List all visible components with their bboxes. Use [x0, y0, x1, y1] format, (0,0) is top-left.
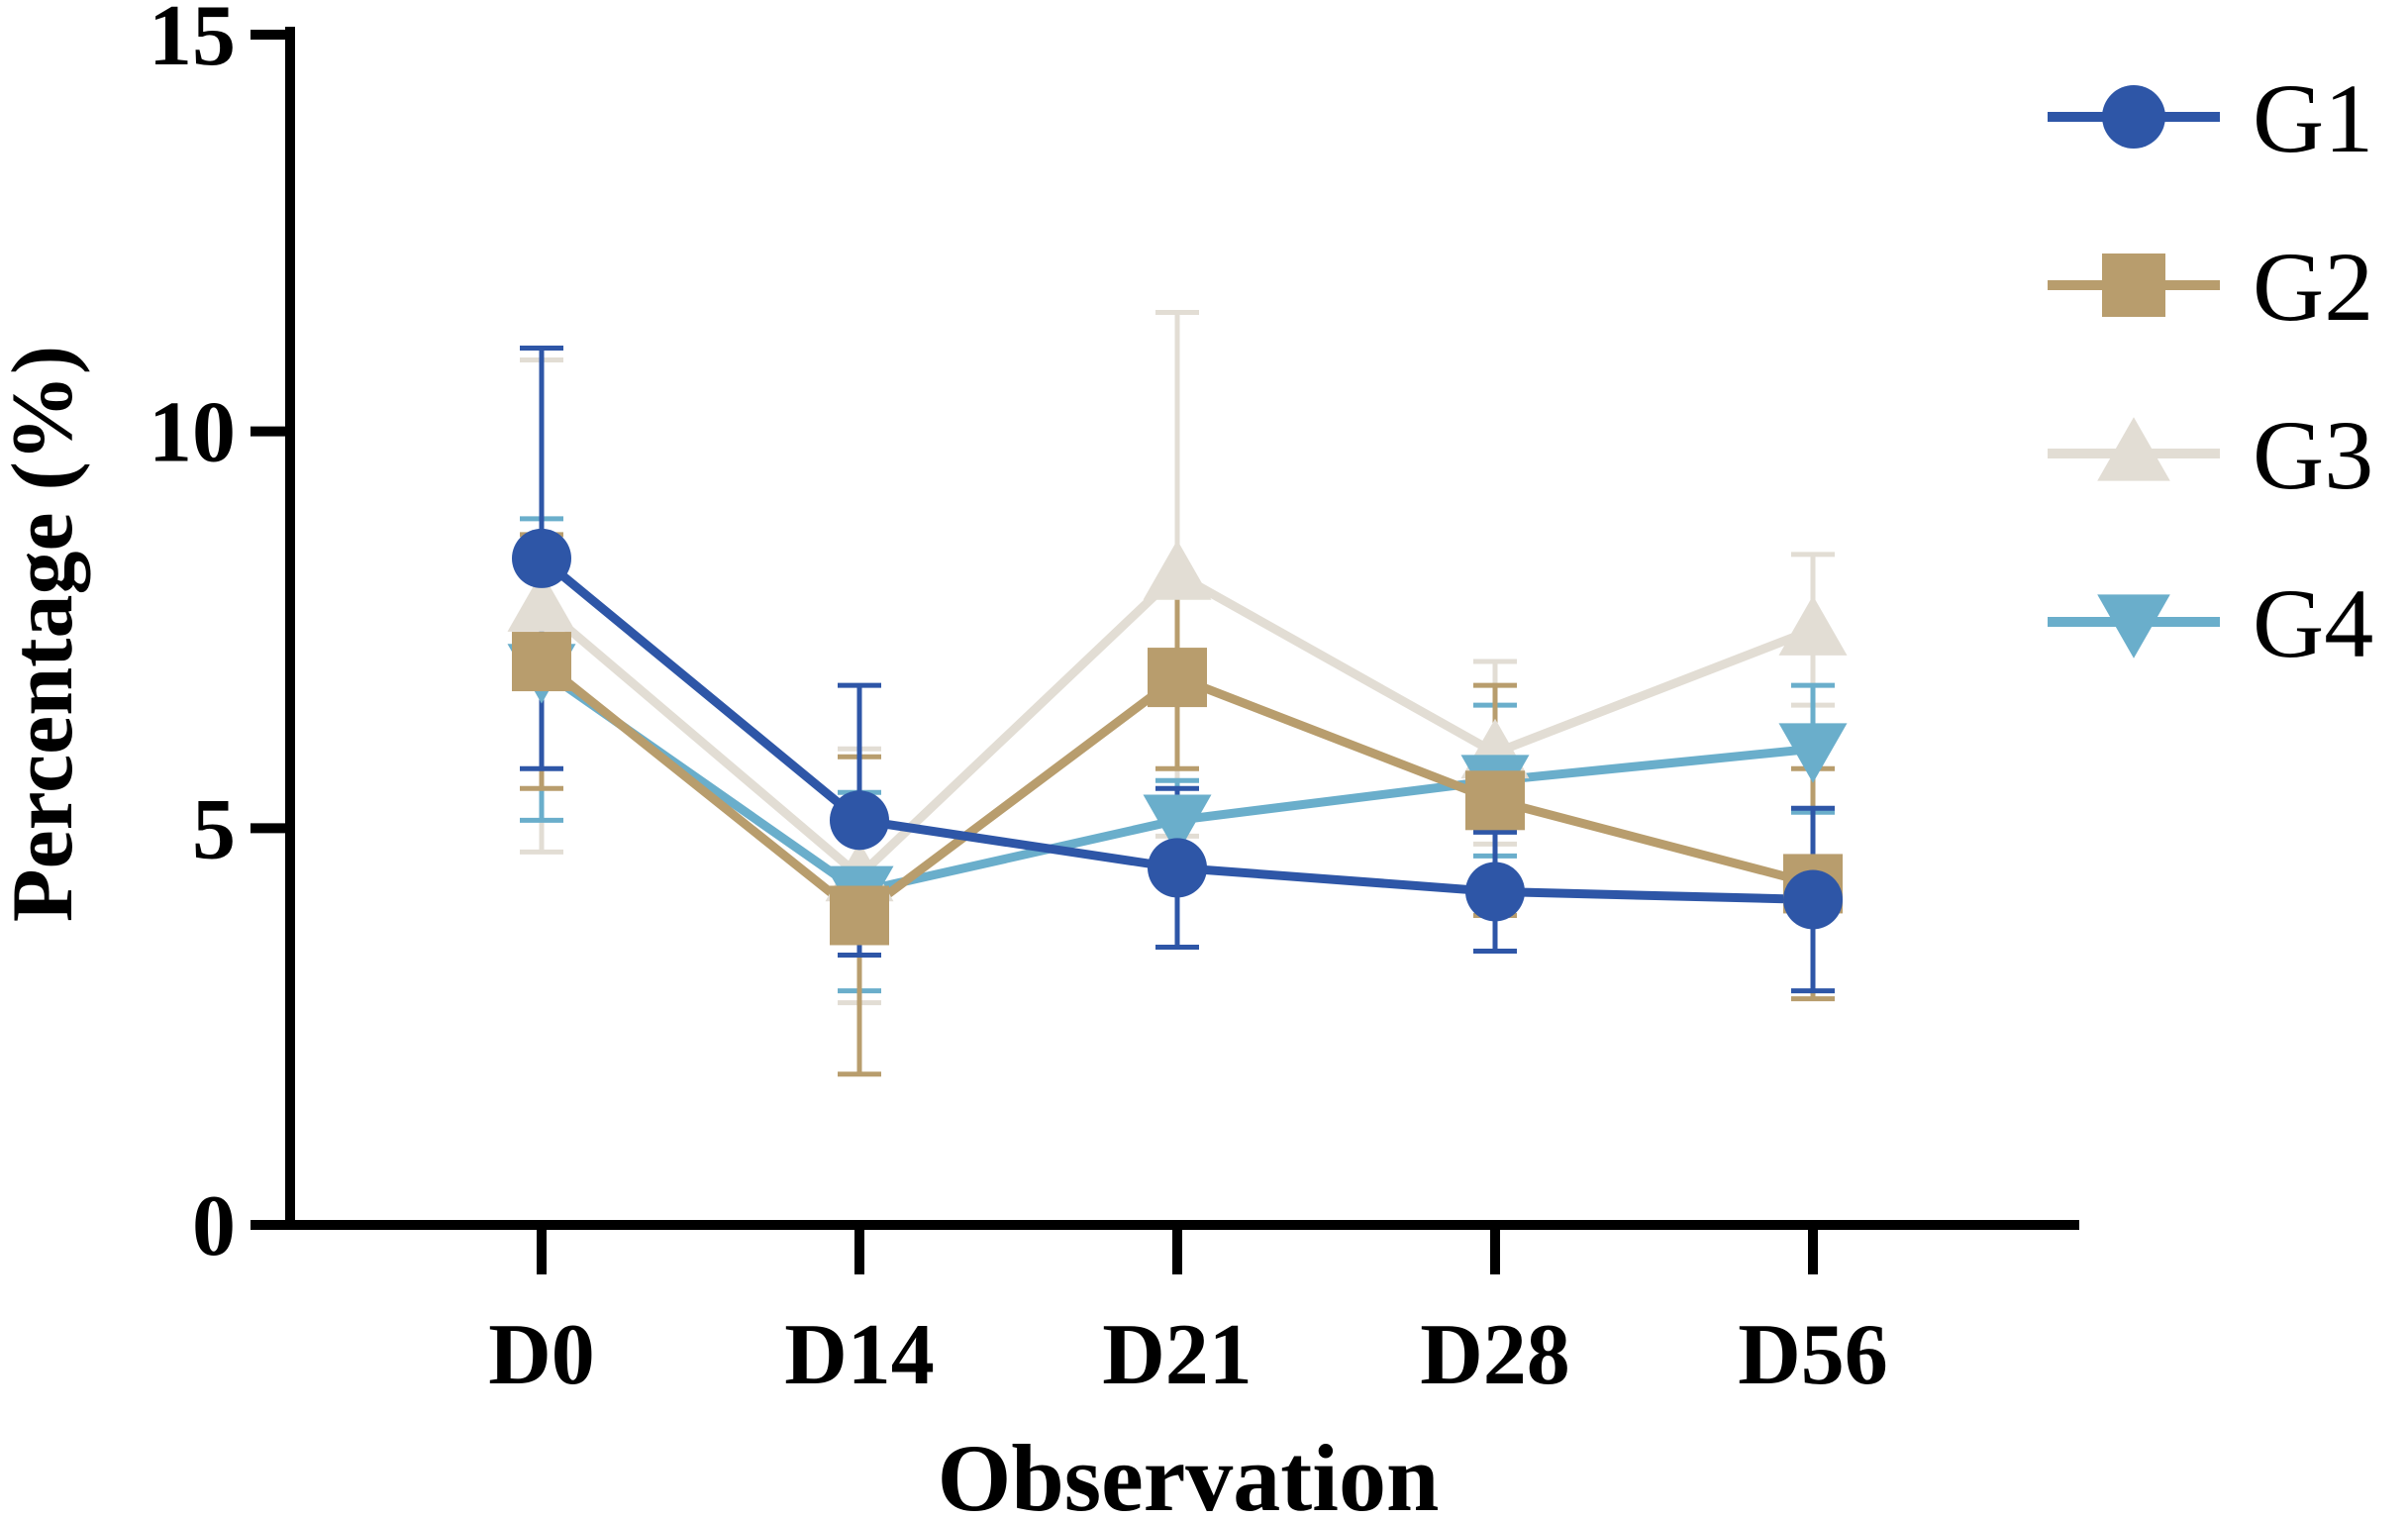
axes-layer: 0 5 10 15 D0 D14 D21 D28 D56	[149, 0, 2079, 1403]
legend-g2-label: G2	[2253, 232, 2373, 342]
y-tick-label: 5	[192, 781, 236, 877]
x-tick-label: D0	[488, 1307, 595, 1403]
g1-data-point	[1783, 869, 1843, 930]
legend-g1-marker	[2102, 85, 2165, 149]
y-axis-title: Percentage (%)	[0, 346, 91, 922]
g1-data-point	[830, 790, 889, 851]
g4-data-point	[1778, 723, 1848, 783]
y-tick-label: 15	[149, 0, 236, 84]
g3-data-point	[1143, 540, 1212, 600]
legend-g1-label: G1	[2253, 63, 2373, 173]
g1-data-point	[1148, 838, 1207, 898]
g3-data-point	[507, 571, 576, 632]
legend-g3-label: G3	[2253, 400, 2373, 510]
g1-data-point	[1465, 862, 1525, 922]
g3-data-point	[1778, 595, 1848, 656]
x-tick-label: D28	[1420, 1307, 1570, 1403]
g2-data-point	[512, 632, 571, 692]
legend-g4-marker	[2097, 594, 2170, 659]
legend-g3-marker	[2097, 417, 2170, 481]
g2-data-point	[1148, 648, 1207, 708]
x-axis-title: Observation	[938, 1425, 1440, 1521]
g2-data-point	[830, 885, 889, 946]
y-tick-label: 0	[192, 1178, 236, 1274]
legend-g4-label: G4	[2253, 568, 2373, 678]
legend-g2-marker	[2102, 254, 2165, 317]
g4-data-point	[1143, 794, 1212, 855]
x-tick-label: D14	[784, 1307, 935, 1403]
x-tick-label: D21	[1102, 1307, 1253, 1403]
g2-data-point	[1465, 770, 1525, 831]
g1-data-point	[512, 528, 571, 588]
legend: G1 G2 G3 G4	[2048, 63, 2373, 678]
x-tick-label: D56	[1738, 1307, 1888, 1403]
markers-layer	[507, 528, 1848, 946]
y-tick-label: 10	[149, 385, 236, 481]
